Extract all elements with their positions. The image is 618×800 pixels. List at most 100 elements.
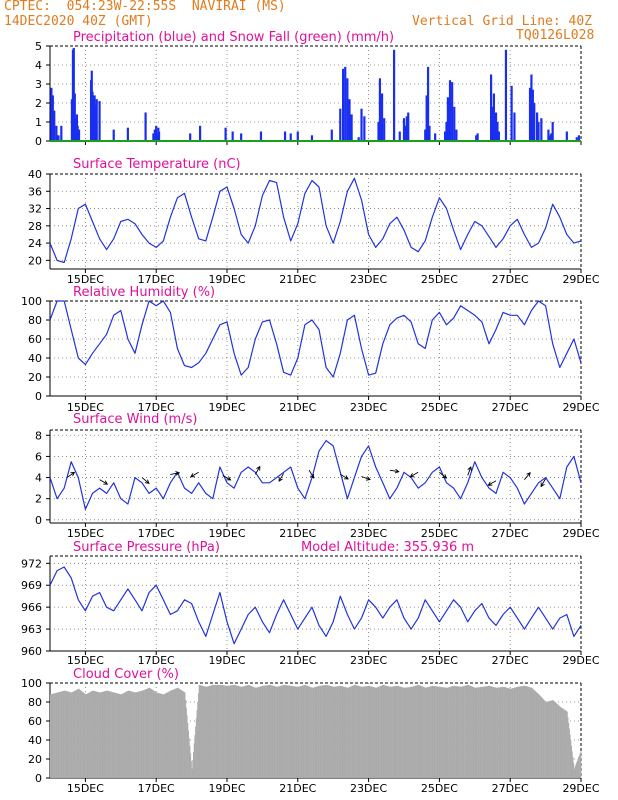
cloud-cover-column (139, 691, 141, 778)
cloud-cover-column (495, 687, 497, 778)
cloud-cover-column (530, 687, 531, 778)
cloud-cover-column (522, 686, 524, 778)
cloud-cover-column (193, 743, 195, 778)
cloud-cover-column (143, 690, 145, 778)
cloud-cover-column (182, 691, 184, 778)
wind-arrow-head (344, 475, 349, 480)
cloud-cover-column (414, 685, 416, 778)
cloud-cover-column (218, 684, 220, 778)
precip-bar (494, 112, 498, 141)
cloud-cover-column (398, 686, 400, 778)
cloud-cover-column (146, 688, 148, 778)
cloud-cover-column (114, 692, 116, 778)
cloud-cover-column (547, 701, 549, 778)
precip-bar (446, 97, 449, 141)
cloud-cover-column (165, 693, 167, 778)
cloud-cover-column (503, 686, 505, 778)
cloud-cover-column (315, 686, 317, 778)
cloud-cover-column (452, 686, 454, 778)
cloud-cover-column (295, 686, 297, 778)
cloud-cover-column (174, 688, 176, 778)
panel-title: Surface Wind (m/s) (73, 412, 197, 427)
precip-bar (76, 125, 79, 141)
cloud-cover-column (347, 687, 349, 778)
cloud-cover-column (537, 693, 539, 778)
cloud-cover-column (453, 685, 455, 778)
cloud-cover-column (553, 700, 555, 778)
precip-bar (425, 95, 428, 141)
precip-bar (405, 116, 408, 141)
cloud-cover-column (115, 692, 117, 778)
cloud-cover-column (375, 687, 377, 778)
cloud-cover-column (154, 691, 156, 778)
cloud-cover-column (415, 685, 417, 778)
y-tick-label: 32 (28, 203, 42, 216)
x-tick-label: 29DEC (562, 273, 599, 286)
cloud-cover-column (130, 691, 131, 778)
wind-arrow (439, 471, 447, 479)
precip-bar (157, 131, 161, 141)
cloud-cover-column (471, 686, 473, 778)
cloud-cover-column (532, 688, 534, 778)
cloud-cover-column (328, 685, 330, 778)
cloud-cover-column (287, 685, 289, 778)
cloud-cover-column (302, 685, 304, 778)
cloud-cover-column (254, 687, 256, 778)
cloud-cover-column (437, 686, 439, 778)
cloud-cover-column (178, 688, 180, 778)
x-tick-label: 25DEC (421, 654, 458, 667)
cloud-cover-column (365, 686, 367, 778)
cloud-cover-column (550, 700, 552, 778)
cloud-cover-column (83, 693, 85, 778)
cloud-cover-column (390, 686, 392, 778)
cloud-cover-column (387, 686, 389, 778)
cloud-cover-column (314, 686, 316, 778)
cloud-cover-column (109, 691, 111, 778)
cloud-cover-column (110, 691, 112, 778)
cloud-cover-column (410, 686, 412, 778)
cloud-cover-column (74, 690, 76, 778)
cloud-cover-column (449, 686, 451, 778)
cloud-cover-column (134, 692, 136, 778)
cloud-cover-column (573, 768, 575, 778)
cloud-cover-column (457, 686, 459, 778)
precip-bar (53, 110, 56, 141)
cloud-cover-column (384, 685, 386, 778)
cloud-cover-column (353, 685, 355, 778)
cloud-cover-column (500, 687, 502, 778)
cloud-cover-column (79, 689, 80, 778)
cloud-cover-column (444, 687, 446, 778)
y-tick-label: 963 (21, 623, 42, 636)
y-tick-label: 28 (28, 220, 42, 233)
y-tick-label: 966 (21, 601, 42, 614)
cloud-cover-column (260, 686, 262, 778)
cloud-cover-column (517, 686, 519, 778)
cloud-cover-column (417, 685, 419, 778)
cloud-cover-column (484, 686, 485, 778)
cloud-cover-column (216, 684, 218, 778)
cloud-cover-column (525, 686, 527, 778)
cloud-cover-column (384, 685, 386, 778)
cloud-cover-column (64, 690, 66, 778)
cloud-cover-column (121, 694, 123, 778)
cloud-cover-column (235, 685, 237, 778)
cloud-cover-column (249, 685, 251, 778)
cloud-cover-column (380, 685, 382, 778)
precip-bar (155, 125, 158, 141)
cloud-cover-column (332, 686, 334, 778)
precip-bar (489, 74, 493, 141)
precip-bar (73, 93, 76, 141)
cloud-cover-column (179, 689, 181, 778)
precip-bar (551, 122, 554, 141)
cloud-cover-column (532, 689, 534, 778)
cloud-cover-column (382, 684, 384, 778)
cloud-cover-column (353, 685, 354, 778)
cloud-cover-column (556, 703, 558, 778)
cloud-cover-column (163, 694, 165, 778)
cloud-cover-column (348, 687, 350, 778)
wind-arrow (141, 477, 150, 484)
cloud-cover-column (333, 686, 335, 778)
cloud-cover-column (445, 687, 447, 778)
cloud-cover-column (146, 688, 148, 778)
cloud-cover-column (299, 686, 301, 778)
